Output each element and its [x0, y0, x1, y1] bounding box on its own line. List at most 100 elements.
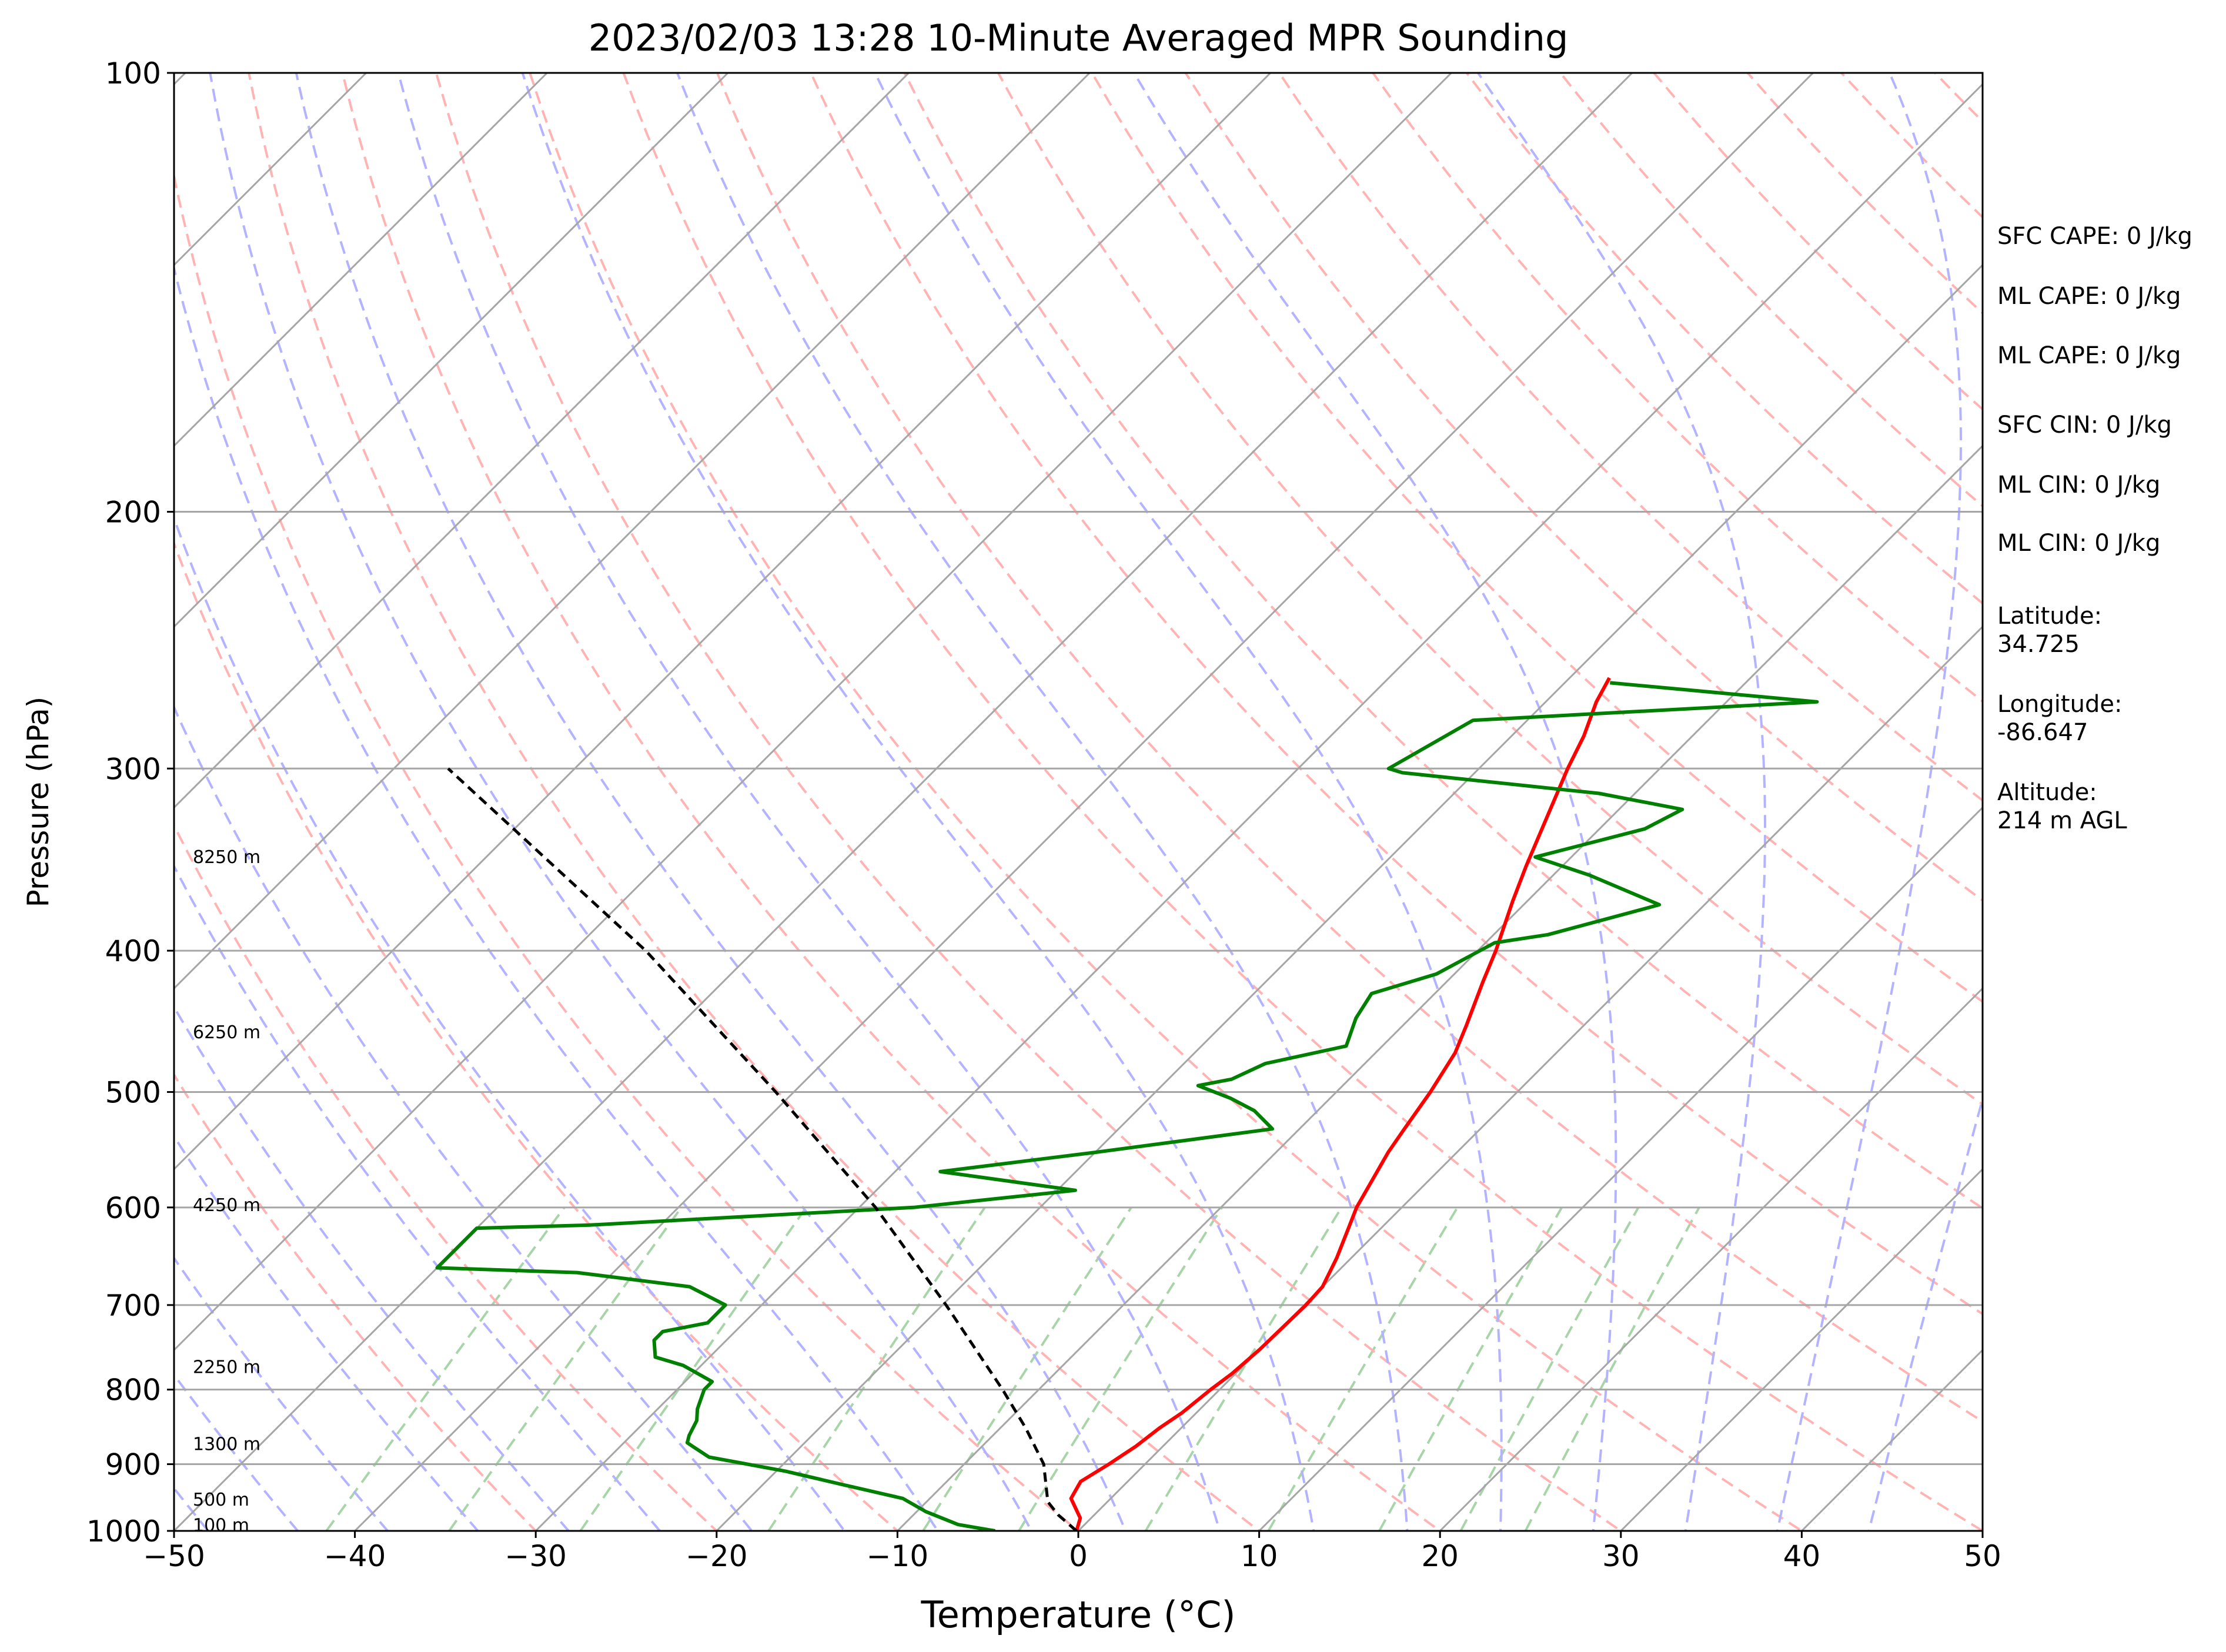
isotherm--60 [174, 73, 1453, 1352]
height-label: 8250 m [193, 847, 260, 868]
y-tick-label: 800 [105, 1373, 161, 1407]
dry-adiabat--30 [174, 1072, 538, 1531]
y-tick-label: 600 [105, 1191, 161, 1225]
longitude-value: -86.647 [1997, 719, 2088, 746]
dry-adiabat-20 [341, 73, 1442, 1531]
x-tick-label: −40 [324, 1539, 386, 1573]
x-tick-label: −10 [867, 1539, 929, 1573]
dry-adiabat-30 [434, 73, 1623, 1531]
dry-adiabat-50 [622, 73, 1983, 1531]
dry-adiabat-0 [174, 170, 1081, 1531]
y-axis-ticks: 100 200 300 400 500 600 700 800 900 1000 [86, 56, 174, 1549]
annotations-panel: SFC CAPE: 0 J/kg ML CAPE: 0 J/kg ML CAPE… [1997, 223, 2192, 834]
latitude-value: 34.725 [1997, 631, 2080, 658]
x-tick-label: −50 [143, 1539, 205, 1573]
longitude-label: Longitude: [1997, 691, 2122, 718]
ml-cape-label-2: ML CAPE: 0 J/kg [1997, 342, 2181, 369]
isotherm-10 [1258, 806, 1983, 1531]
moist-adiabat-40 [1776, 73, 1962, 1531]
sfc-cape-label: SFC CAPE: 0 J/kg [1997, 223, 2192, 250]
dewpoint-profile [435, 681, 1819, 1531]
height-label: 1300 m [193, 1434, 260, 1454]
dry-adiabat-10 [248, 73, 1261, 1531]
moist-adiabat-0 [209, 73, 1033, 1531]
moist-adiabat--5 [174, 263, 940, 1531]
dry-adiabat-60 [716, 73, 1983, 1423]
dry-adiabat-70 [810, 73, 1983, 1316]
x-tick-label: −20 [686, 1539, 748, 1573]
height-labels: 8250 m 6250 m 4250 m 2250 m 1300 m 500 m 100 m [193, 847, 260, 1536]
height-label: 100 m [193, 1515, 249, 1536]
y-tick-label: 900 [105, 1448, 161, 1482]
mixing-ratio-20 [1524, 1206, 1700, 1531]
x-tick-label: 0 [1069, 1539, 1088, 1573]
moist-adiabat-25 [874, 73, 1503, 1531]
isobar-gridlines [174, 73, 1983, 1531]
moist-adiabat--20 [174, 864, 661, 1531]
isotherm--80 [174, 73, 1091, 990]
moist-adiabat-5 [295, 73, 1127, 1531]
moist-adiabat-20 [676, 73, 1409, 1531]
temperature-profile [1069, 677, 1611, 1531]
moist-adiabat--25 [174, 1005, 570, 1531]
y-tick-label: 300 [105, 752, 161, 786]
moist-adiabat-10 [397, 73, 1221, 1531]
isotherm--10 [896, 444, 1983, 1531]
isotherm--50 [174, 73, 1634, 1531]
y-tick-label: 200 [105, 496, 161, 530]
moist-adiabat-30 [1133, 73, 1617, 1531]
ml-cin-label-2: ML CIN: 0 J/kg [1997, 530, 2160, 557]
dry-adiabats [174, 73, 1983, 1531]
isotherm-30 [1619, 1168, 1983, 1531]
x-axis-ticks: −50 −40 −30 −20 −10 0 10 20 30 40 50 [143, 1531, 2001, 1573]
isotherm-20 [1439, 987, 1983, 1531]
isotherm--40 [353, 73, 1814, 1531]
isotherm--100 [174, 73, 730, 628]
x-axis-label: Temperature (°C) [920, 1593, 1235, 1636]
sounding-series [435, 677, 1819, 1531]
ml-cin-label: ML CIN: 0 J/kg [1997, 471, 2160, 499]
height-label: 6250 m [193, 1022, 260, 1043]
x-tick-label: 40 [1783, 1539, 1821, 1573]
moist-adiabat-35 [1477, 73, 1766, 1531]
height-label: 500 m [193, 1490, 249, 1510]
y-tick-label: 500 [105, 1075, 161, 1109]
height-label: 2250 m [193, 1357, 260, 1377]
dry-adiabat-90 [997, 73, 1983, 1106]
dry-adiabat-110 [1184, 73, 1983, 902]
y-tick-label: 1000 [86, 1514, 161, 1549]
y-tick-label: 700 [105, 1289, 161, 1323]
isotherm--20 [715, 263, 1983, 1531]
y-tick-label: 400 [105, 934, 161, 968]
dry-adiabat-40 [529, 73, 1804, 1531]
ml-cape-label: ML CAPE: 0 J/kg [1997, 283, 2181, 310]
x-tick-label: −30 [504, 1539, 567, 1573]
moist-adiabat-15 [521, 73, 1315, 1531]
y-tick-label: 100 [105, 56, 161, 91]
x-tick-label: 50 [1964, 1539, 2001, 1573]
parcel-profile [447, 767, 1078, 1531]
x-tick-label: 20 [1421, 1539, 1459, 1573]
dry-adiabat-80 [903, 73, 1983, 1210]
dry-adiabat--10 [174, 540, 900, 1531]
moist-adiabat--35 [174, 1256, 389, 1531]
chart-title: 2023/02/03 13:28 10-Minute Averaged MPR … [589, 16, 1569, 59]
moist-adiabat-45 [1867, 1095, 1983, 1531]
x-tick-label: 30 [1602, 1539, 1640, 1573]
isotherm--90 [174, 73, 910, 809]
altitude-label: Altitude: [1997, 779, 2097, 806]
isotherm--70 [174, 73, 1272, 1171]
dry-adiabat--20 [174, 822, 718, 1531]
plot-area [174, 73, 1983, 1531]
height-label: 4250 m [193, 1195, 260, 1216]
latitude-label: Latitude: [1997, 603, 2102, 630]
isotherm-lines [174, 73, 1983, 1531]
y-axis-label: Pressure (hPa) [21, 697, 55, 908]
moist-adiabat--30 [174, 1134, 480, 1531]
sfc-cin-label: SFC CIN: 0 J/kg [1997, 412, 2172, 439]
dry-adiabat-130 [1371, 73, 1983, 703]
altitude-value: 214 m AGL [1997, 807, 2127, 834]
isotherm--110 [174, 73, 549, 447]
